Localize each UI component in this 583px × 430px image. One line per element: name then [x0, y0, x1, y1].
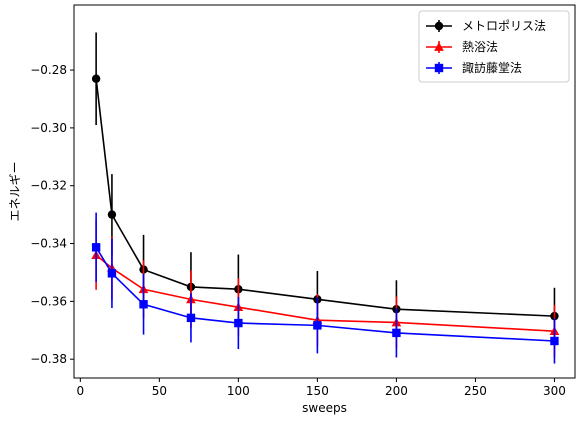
- x-tick-label: 200: [385, 384, 408, 398]
- x-tick-label: 300: [543, 384, 566, 398]
- legend-label: 熱浴法: [462, 40, 498, 54]
- legend-entry: 諏訪藤堂法: [426, 60, 522, 75]
- series-line: [95, 254, 555, 332]
- series-3: [91, 212, 559, 364]
- legend-entry: 熱浴法: [426, 40, 498, 54]
- circle-marker: [434, 21, 444, 31]
- y-tick-label: −0.38: [30, 352, 67, 366]
- plot-frame: [73, 4, 576, 379]
- series-2: [91, 220, 560, 358]
- axis-ticks: 0 50 100 150 200 250 300 −0.38 −0.36 −0.34 −0.32 −0…: [30, 63, 566, 398]
- series-layer: [91, 32, 560, 364]
- legend-box: [418, 10, 570, 83]
- x-axis-label: sweeps: [302, 401, 347, 415]
- square-marker: [434, 63, 444, 73]
- series-line: [95, 78, 555, 317]
- triangle-marker: [434, 42, 444, 51]
- legend-label: メトロポリス法: [462, 19, 546, 33]
- y-tick-label: −0.34: [30, 237, 67, 251]
- series-line: [95, 246, 555, 342]
- y-tick-label: −0.28: [30, 63, 67, 77]
- square-marker: [234, 318, 243, 328]
- x-tick-label: 100: [227, 384, 250, 398]
- x-tick-label: 50: [152, 384, 167, 398]
- legend-entry: メトロポリス法: [426, 19, 546, 33]
- square-marker: [392, 328, 401, 338]
- x-tick-label: 0: [77, 384, 85, 398]
- square-marker: [313, 321, 322, 330]
- circle-marker: [91, 74, 101, 83]
- square-marker: [91, 243, 101, 252]
- square-marker: [107, 269, 117, 278]
- y-axis-label: エネルギー: [8, 161, 22, 221]
- square-marker: [550, 336, 559, 346]
- square-marker: [186, 313, 196, 323]
- circle-marker: [107, 210, 117, 219]
- legend-label: 諏訪藤堂法: [462, 60, 522, 75]
- y-tick-label: −0.36: [30, 294, 67, 308]
- y-tick-label: −0.32: [30, 179, 67, 193]
- y-tick-label: −0.30: [30, 121, 67, 135]
- square-marker: [139, 300, 148, 309]
- x-tick-label: 250: [464, 384, 487, 398]
- x-tick-label: 150: [306, 384, 329, 398]
